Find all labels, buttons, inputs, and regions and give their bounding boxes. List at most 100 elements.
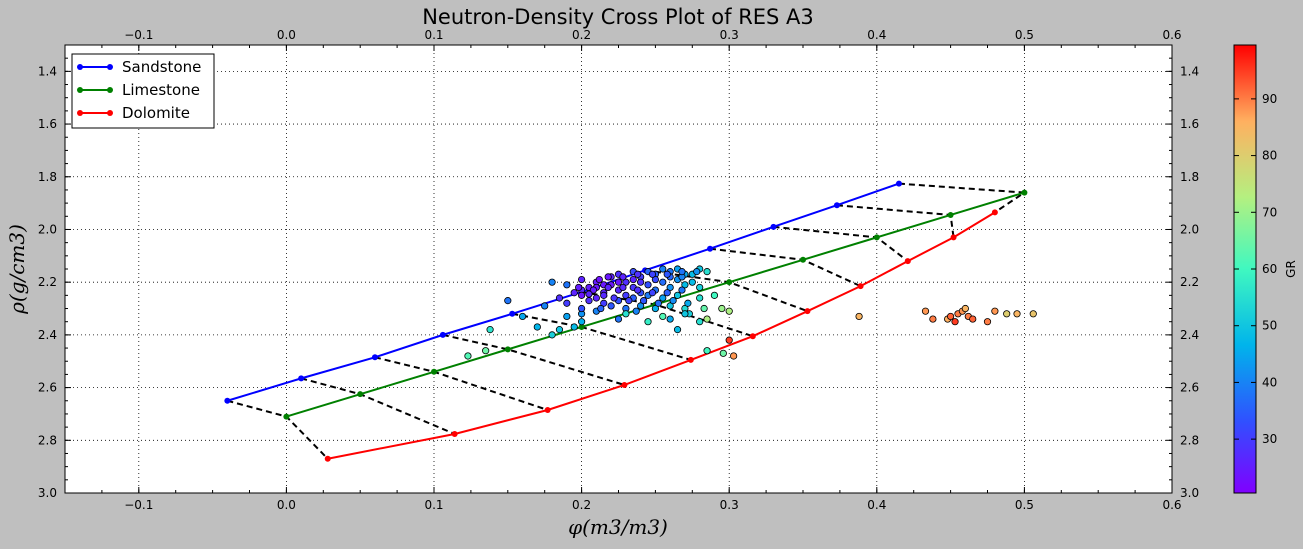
marker-limestone: [800, 256, 806, 263]
y-tick-label: 1.4: [38, 64, 57, 78]
scatter-point: [622, 291, 630, 299]
marker-limestone: [357, 391, 364, 398]
scatter-point: [951, 318, 959, 326]
scatter-point: [669, 297, 677, 305]
scatter-point: [563, 281, 571, 289]
marker-limestone: [873, 234, 880, 241]
x-tick-label-top: 0.5: [1015, 28, 1034, 42]
marker-dolomite: [687, 356, 694, 363]
scatter-point: [681, 310, 689, 318]
scatter-point: [666, 315, 674, 323]
scatter-point: [725, 307, 733, 315]
x-tick-label: 0.0: [277, 498, 296, 512]
scatter-point: [563, 312, 571, 321]
scatter-point: [710, 291, 719, 299]
scatter-point: [533, 323, 541, 331]
marker-limestone: [283, 413, 290, 420]
scatter-point: [673, 326, 682, 334]
scatter-point: [651, 304, 660, 313]
y-tick-label: 2.6: [38, 381, 57, 395]
colorbar-tick-label: 50: [1262, 319, 1277, 333]
colorbar-tick-label: 80: [1262, 149, 1277, 163]
marker-dolomite: [621, 381, 628, 388]
x-axis-label: φ(m3/m3): [568, 515, 668, 539]
colorbar-tick-label: 60: [1262, 262, 1277, 276]
scatter-point: [659, 294, 667, 302]
y-tick-label-right: 2.6: [1180, 381, 1199, 395]
x-tick-label: 0.4: [867, 498, 886, 512]
scatter-point: [648, 289, 657, 297]
y-tick-label-right: 2.2: [1180, 275, 1199, 289]
marker-sandstone: [833, 202, 840, 209]
scatter-point: [604, 283, 612, 292]
scatter-point: [730, 352, 738, 360]
scatter-point: [678, 268, 686, 276]
legend: Sandstone Limestone Dolomite: [71, 53, 215, 129]
scatter-point: [548, 278, 556, 286]
scatter-point: [666, 302, 674, 310]
y-tick-label-right: 2.0: [1180, 222, 1199, 236]
scatter-point: [637, 278, 645, 286]
legend-marker: [107, 64, 113, 70]
scatter-point: [684, 299, 692, 307]
x-tick-label-top: 0.6: [1162, 28, 1181, 42]
y-tick-label: 3.0: [38, 486, 57, 500]
scatter-point: [577, 275, 586, 284]
x-tick-label-top: 0.3: [720, 28, 739, 42]
marker-limestone: [504, 346, 511, 353]
legend-label-limestone: Limestone: [122, 81, 200, 99]
legend-item-dolomite: Dolomite: [77, 104, 190, 122]
y-axis-label: ρ(g/cm3): [5, 224, 29, 315]
legend-marker: [77, 87, 83, 93]
scatter-points: [464, 265, 1037, 360]
scatter-point: [632, 307, 640, 315]
scatter-point: [659, 312, 667, 321]
scatter-point: [1003, 310, 1011, 318]
scatter-point: [622, 278, 630, 286]
legend-marker: [107, 87, 113, 93]
scatter-point: [659, 265, 667, 273]
scatter-point: [663, 270, 671, 278]
scatter-point: [592, 294, 600, 302]
marker-sandstone: [224, 397, 231, 404]
scatter-point: [696, 318, 704, 326]
scatter-point: [600, 299, 608, 307]
marker-sandstone: [298, 375, 305, 382]
scatter-point: [703, 347, 711, 355]
x-axis-top: −0.1 0.0 0.1 0.2 0.3 0.4 0.5 0.6: [64, 28, 1182, 51]
scatter-point: [629, 275, 637, 284]
scatter-point: [604, 273, 612, 281]
y-tick-label: 2.8: [38, 433, 57, 447]
y-tick-label-right: 2.4: [1180, 328, 1199, 342]
marker-dolomite: [904, 258, 911, 265]
scatter-point: [585, 290, 593, 298]
x-tick-label-top: 0.2: [572, 28, 591, 42]
scatter-point: [570, 289, 578, 297]
scatter-point: [693, 268, 701, 276]
x-tick-label: 0.1: [424, 498, 443, 512]
scatter-point: [610, 294, 618, 302]
marker-limestone: [726, 279, 733, 286]
scatter-point: [504, 297, 512, 305]
marker-sandstone: [371, 354, 378, 361]
scatter-point: [622, 310, 630, 318]
scatter-point: [673, 291, 682, 299]
scatter-point: [619, 283, 627, 292]
scatter-point: [688, 278, 696, 286]
y-tick-label: 2.0: [38, 222, 57, 236]
marker-dolomite: [749, 333, 756, 340]
scatter-point: [634, 286, 642, 294]
scatter-point: [577, 318, 586, 326]
scatter-point: [921, 307, 930, 315]
plot-area: [64, 44, 1173, 494]
scatter-point: [577, 304, 586, 313]
chart-title: Neutron-Density Cross Plot of RES A3: [422, 5, 814, 29]
scatter-point: [555, 294, 564, 302]
scatter-point: [991, 307, 999, 315]
porosity-connector: [442, 333, 625, 386]
scatter-point: [703, 315, 711, 323]
scatter-point: [855, 312, 863, 321]
x-tick-label-top: 0.4: [867, 28, 886, 42]
y-tick-label-right: 1.6: [1180, 117, 1199, 131]
